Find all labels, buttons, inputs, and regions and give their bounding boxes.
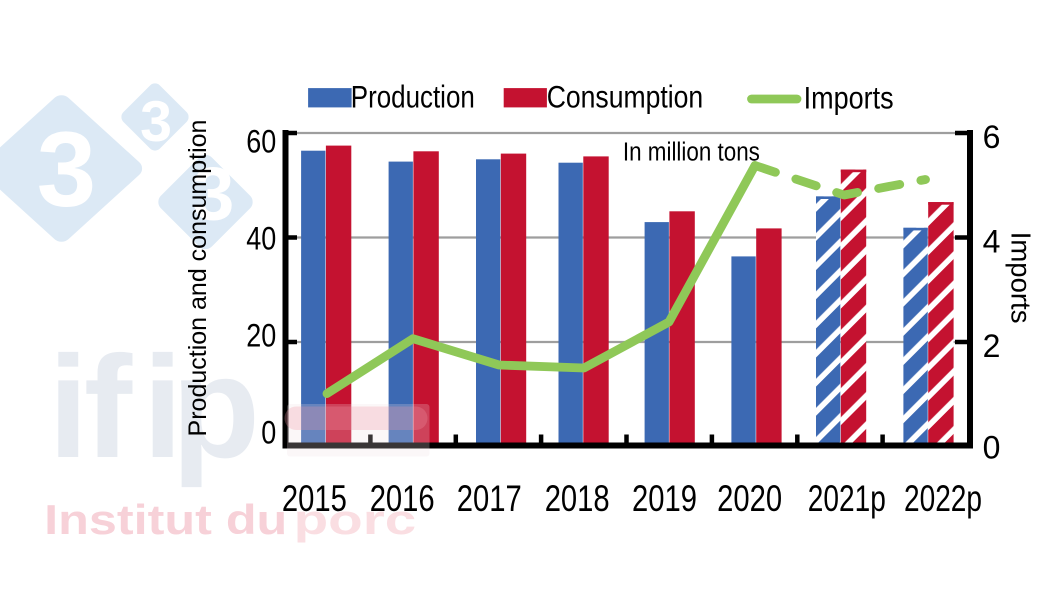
svg-text:4: 4 bbox=[983, 224, 1001, 260]
svg-text:Production and consumption: Production and consumption bbox=[184, 120, 212, 437]
svg-text:3: 3 bbox=[193, 152, 235, 236]
svg-text:2019: 2019 bbox=[632, 477, 697, 519]
svg-text:Institut du: Institut du bbox=[44, 496, 287, 543]
svg-text:2021p: 2021p bbox=[808, 477, 886, 519]
svg-text:3: 3 bbox=[140, 90, 172, 154]
svg-text:3: 3 bbox=[37, 109, 96, 229]
svg-text:Imports: Imports bbox=[1006, 232, 1037, 324]
svg-text:Production: Production bbox=[351, 79, 475, 115]
svg-text:porc: porc bbox=[294, 496, 417, 543]
svg-text:Imports: Imports bbox=[804, 80, 894, 116]
svg-text:2020: 2020 bbox=[717, 477, 782, 519]
svg-text:20: 20 bbox=[246, 318, 276, 354]
svg-text:2015: 2015 bbox=[282, 477, 347, 519]
svg-text:2017: 2017 bbox=[457, 477, 522, 519]
svg-text:2022p: 2022p bbox=[904, 477, 982, 519]
svg-text:2016: 2016 bbox=[370, 477, 435, 519]
svg-text:Consumption: Consumption bbox=[547, 79, 704, 115]
svg-text:ifip: ifip bbox=[48, 326, 260, 488]
svg-text:40: 40 bbox=[246, 221, 276, 257]
svg-text:60: 60 bbox=[246, 123, 276, 159]
svg-text:0: 0 bbox=[983, 430, 1001, 466]
svg-text:2: 2 bbox=[983, 328, 1001, 364]
svg-text:6: 6 bbox=[983, 119, 1001, 155]
svg-text:2018: 2018 bbox=[545, 477, 610, 519]
svg-text:0: 0 bbox=[261, 415, 276, 451]
svg-text:In million tons: In million tons bbox=[623, 138, 760, 166]
